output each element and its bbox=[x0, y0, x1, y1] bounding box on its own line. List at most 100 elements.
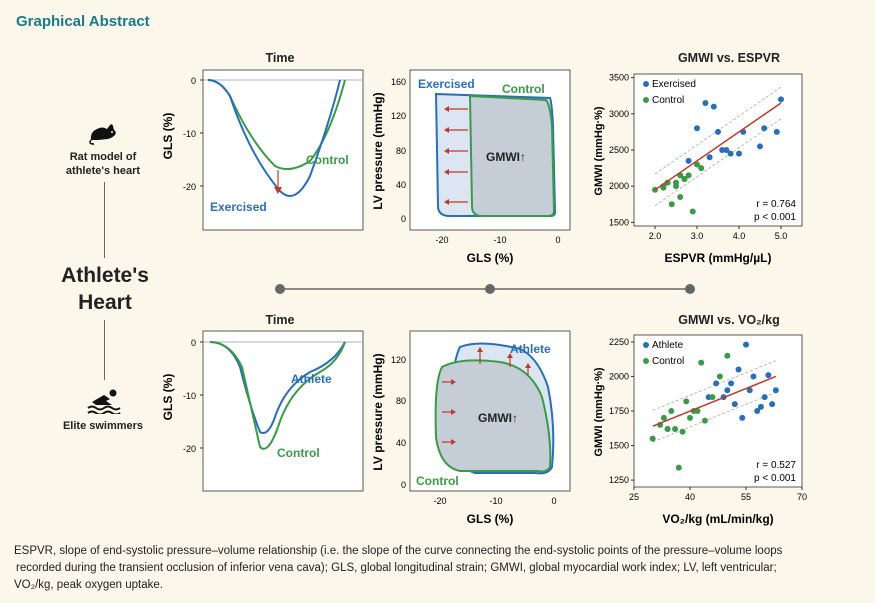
stats-p: p < 0.001 bbox=[754, 473, 796, 484]
legend-item-control: Control bbox=[652, 356, 684, 367]
caption-line1: ESPVR, slope of end-systolic pressure–vo… bbox=[14, 545, 783, 557]
tick-label: 120 bbox=[391, 111, 406, 121]
y-tick-label: 1500 bbox=[609, 217, 629, 227]
confidence-band bbox=[652, 391, 777, 443]
y-tick-label: 2000 bbox=[609, 371, 629, 381]
data-point-control bbox=[685, 172, 692, 179]
data-point-athlete bbox=[746, 387, 753, 394]
athlete-label: Athlete bbox=[291, 372, 332, 386]
y-tick-label: 1750 bbox=[609, 406, 629, 416]
data-point-control bbox=[709, 394, 716, 401]
rat-connector bbox=[104, 182, 105, 258]
y-tick-label: 3500 bbox=[609, 73, 629, 83]
timeline-dot bbox=[275, 284, 285, 294]
data-point-control bbox=[681, 175, 688, 182]
control-pv-loop bbox=[468, 94, 556, 217]
timeline-dot bbox=[685, 284, 695, 294]
tick-label: -20 bbox=[435, 235, 448, 245]
tick-label: 40 bbox=[396, 180, 406, 190]
swim-scatter-xlabel: VO₂/kg (mL/min/kg) bbox=[662, 512, 773, 526]
data-point-athlete bbox=[772, 387, 779, 394]
tick-label: 120 bbox=[391, 355, 406, 365]
x-tick-label: 70 bbox=[797, 492, 807, 502]
stats-r: r = 0.764 bbox=[756, 199, 796, 210]
swim-connector bbox=[104, 320, 105, 380]
tick-label: 0 bbox=[551, 496, 556, 506]
tick-label: -20 bbox=[183, 444, 196, 454]
tick-label: 0 bbox=[401, 214, 406, 224]
tick-label: 0 bbox=[401, 480, 406, 490]
data-point-exercised bbox=[702, 99, 709, 106]
data-point-control bbox=[689, 208, 696, 215]
tick-label: -10 bbox=[489, 496, 502, 506]
control-label: Control bbox=[277, 446, 320, 460]
stats-r: r = 0.527 bbox=[756, 460, 796, 471]
data-point-control bbox=[679, 428, 686, 435]
rat-strain-title: Time bbox=[265, 51, 295, 65]
center-line2: Heart bbox=[78, 291, 132, 314]
control-label: Control bbox=[416, 474, 459, 488]
tick-label: 0 bbox=[191, 76, 196, 86]
tick-label: -20 bbox=[183, 182, 196, 192]
exercised-label: Exercised bbox=[418, 77, 475, 91]
timeline-dot bbox=[485, 284, 495, 294]
data-point-control bbox=[698, 165, 705, 172]
exercised-strain-curve bbox=[207, 79, 341, 197]
data-point-exercised bbox=[694, 125, 700, 132]
data-point-control bbox=[664, 425, 671, 432]
legend-item-athlete: Athlete bbox=[652, 340, 684, 351]
swim-scatter-chart: GMWI (mmHg·%) VO₂/kg (mL/min/kg) 1250 150… bbox=[593, 334, 807, 526]
tick-label: -10 bbox=[183, 129, 196, 139]
data-point-control bbox=[687, 414, 693, 421]
data-point-athlete bbox=[754, 408, 761, 414]
data-point-control bbox=[716, 373, 723, 380]
data-point-control bbox=[673, 179, 679, 186]
data-point-control bbox=[677, 194, 684, 201]
data-point-athlete bbox=[713, 380, 720, 387]
stats-p: p < 0.001 bbox=[754, 212, 796, 223]
rat-pv-loop-panel: LV pressure (mmHg) 0 40 80 120 160 -20 -… bbox=[371, 69, 571, 265]
data-point-athlete bbox=[735, 366, 742, 373]
center-line1: Athlete's bbox=[61, 264, 149, 287]
control-strain-curve bbox=[209, 341, 346, 450]
y-tick-label: 2000 bbox=[609, 181, 629, 191]
tick-label: -10 bbox=[493, 235, 506, 245]
data-point-control bbox=[701, 417, 708, 424]
legend: Exercised Control bbox=[643, 79, 696, 106]
tick-label: 40 bbox=[396, 438, 406, 448]
tick-label: 0 bbox=[555, 235, 560, 245]
data-point-exercised bbox=[723, 147, 730, 153]
x-tick-label: 40 bbox=[685, 492, 695, 502]
data-point-exercised bbox=[761, 125, 768, 132]
y-tick-label: 3000 bbox=[609, 109, 629, 119]
data-point-exercised bbox=[736, 150, 742, 157]
tick-label: 80 bbox=[396, 396, 406, 406]
rat-label-line2: athlete's heart bbox=[65, 165, 141, 177]
x-tick-label: 2.0 bbox=[649, 231, 662, 241]
rat-scatter-ylabel: GMWI (mmHg·%) bbox=[593, 106, 605, 196]
data-point-exercised bbox=[757, 143, 763, 150]
x-tick-label: 3.0 bbox=[691, 231, 704, 241]
swim-pv-ylabel: LV pressure (mmHg) bbox=[371, 353, 385, 470]
data-point-exercised bbox=[719, 147, 726, 153]
page-title: Graphical Abstract bbox=[16, 13, 150, 30]
tick-label: 160 bbox=[391, 77, 406, 87]
gmwi-label: GMWI↑ bbox=[486, 150, 526, 164]
swim-strain-title: Time bbox=[265, 313, 295, 327]
caption: ESPVR, slope of end-systolic pressure–vo… bbox=[14, 543, 864, 594]
swim-strain-panel: GLS (%) 0 -10 -20 Athlete Control bbox=[161, 330, 364, 492]
data-point-athlete bbox=[724, 387, 731, 394]
data-point-control bbox=[664, 179, 671, 186]
rat-scatter-xlabel: ESPVR (mmHg/µL) bbox=[665, 251, 772, 265]
data-point-athlete bbox=[743, 341, 749, 348]
rat-strain-ylabel: GLS (%) bbox=[161, 113, 175, 160]
rat-label-line1: Rat model of bbox=[69, 151, 137, 163]
swim-pv-loop-panel: LV pressure (mmHg) 0 40 80 120 -20 -10 0… bbox=[371, 330, 571, 526]
rat-scatter-title: GMWI vs. ESPVR bbox=[677, 51, 781, 65]
rat-icon bbox=[88, 118, 118, 151]
rat-row-label: Rat model of athlete's heart bbox=[44, 150, 162, 178]
tick-label: -10 bbox=[183, 391, 196, 401]
x-tick-label: 5.0 bbox=[775, 231, 788, 241]
data-point-control bbox=[649, 435, 656, 442]
trend-line bbox=[652, 375, 777, 427]
